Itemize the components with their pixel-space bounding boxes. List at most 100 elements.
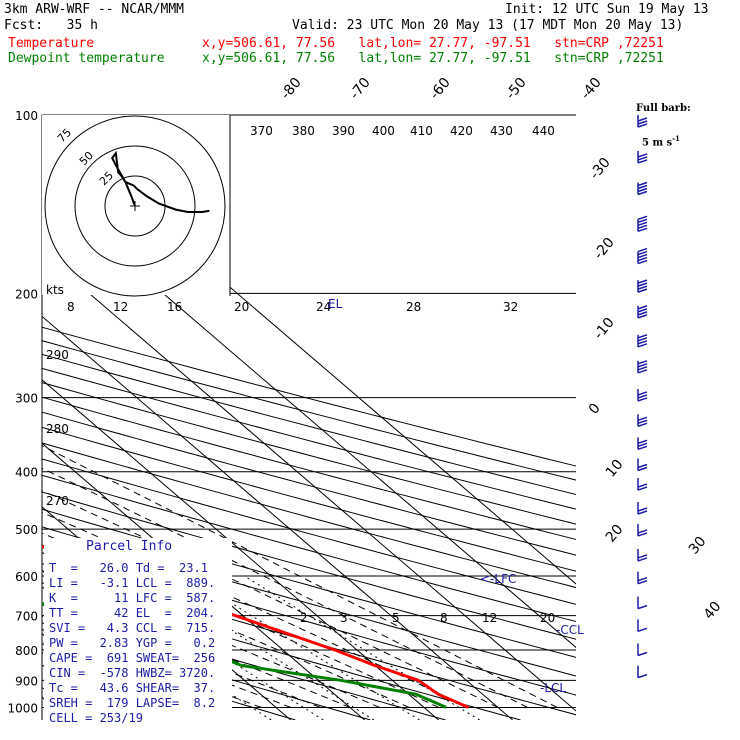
wind-barb <box>637 643 648 657</box>
pressure-tick-label: 800 <box>15 644 38 658</box>
wind-barb-flag <box>637 308 648 313</box>
wind-barb-flag <box>637 279 648 284</box>
pressure-tick-label: 900 <box>15 674 38 688</box>
wind-barb <box>637 458 648 472</box>
theta-label: 420 <box>450 124 473 138</box>
wind-barb-flag <box>637 439 648 445</box>
isotherm-label-right: 40 <box>701 599 725 623</box>
wind-barb-flag <box>637 285 648 290</box>
parcel-level-marker: -CCL <box>556 623 584 637</box>
wind-barb <box>637 247 648 265</box>
wind-barb-flag <box>637 247 648 253</box>
wind-barb-flag <box>637 366 648 371</box>
isotherm-label-top: -60 <box>427 75 454 103</box>
hodograph-tick-label: 8 <box>67 300 75 314</box>
hodograph-tick-label: 24 <box>316 300 331 314</box>
wind-barb-flag <box>637 529 648 534</box>
parcel-level-marker: <-LFC <box>480 572 516 586</box>
wind-barb <box>637 388 648 402</box>
wind-barb-flag <box>637 288 648 293</box>
dry-adiabat-line <box>42 582 521 720</box>
theta-left-label: 270 <box>46 494 69 508</box>
isotherm-label-right: 20 <box>603 522 627 546</box>
dewpoint-location-info: x,y=506.61, 77.56 lat,lon= 27.77, -97.51… <box>202 51 664 66</box>
wind-barb-flag <box>637 369 648 374</box>
parcel-info-row: Tc = 43.6 SHEAR= 37. <box>49 681 216 695</box>
wind-barb-flag <box>637 576 648 582</box>
wind-barb-flag <box>637 311 648 316</box>
temperature-location-info: x,y=506.61, 77.56 lat,lon= 27.77, -97.51… <box>202 36 664 51</box>
theta-label: 370 <box>250 124 273 138</box>
wind-barb-flag <box>637 224 648 230</box>
wind-barb-flag <box>637 340 648 345</box>
wind-barb-flag <box>637 153 648 158</box>
model-title: 3km ARW-WRF -- NCAR/MMM <box>4 2 185 17</box>
wind-barb-flag <box>637 442 648 448</box>
wind-barb-flag <box>637 250 648 256</box>
wind-barb-flag <box>637 256 648 262</box>
mixing-ratio-label: 8 <box>440 611 448 625</box>
wind-barb-flag <box>637 445 648 451</box>
wind-barb-flag <box>637 190 648 196</box>
hodograph-axis-label: kts <box>46 283 64 297</box>
hodograph-trace <box>111 150 210 213</box>
hodograph-tick-label: 28 <box>406 300 421 314</box>
dry-adiabat-line <box>42 601 446 720</box>
wind-barb <box>637 181 648 196</box>
wind-barb-flag <box>637 579 648 585</box>
mixing-ratio-label: 12 <box>482 611 497 625</box>
isotherm-label-top: -80 <box>278 75 305 103</box>
dry-adiabat-line <box>42 426 576 572</box>
temperature-legend-label: Temperature <box>8 36 95 51</box>
wind-barb-flag <box>637 253 648 259</box>
theta-label: 410 <box>410 124 433 138</box>
dry-adiabat-line <box>42 340 576 481</box>
theta-label: 440 <box>532 124 555 138</box>
wind-barb-flag <box>637 532 648 537</box>
parcel-info-row: LI = -3.1 LCL = 889. <box>49 576 216 590</box>
parcel-info-title: Parcel Info <box>86 539 173 554</box>
wind-barb <box>637 360 648 374</box>
wind-barb <box>637 115 648 128</box>
wind-barb-flag <box>637 156 648 161</box>
wind-barb <box>637 305 648 319</box>
wind-barb-flag <box>637 507 648 512</box>
wind-barb-flag <box>637 259 648 265</box>
pressure-tick-label: 500 <box>15 523 38 537</box>
wind-barb-flag <box>637 554 648 559</box>
wind-barb-flag <box>637 673 648 679</box>
dry-adiabat-line <box>42 353 576 495</box>
parcel-info-row: K = 11 LFC = 587. <box>49 591 216 605</box>
parcel-info-row: CELL = 253/19 <box>49 711 143 725</box>
hodograph-bg <box>42 115 230 295</box>
isotherm-label-right: 10 <box>603 457 627 481</box>
parcel-info-row: PW = 2.83 YGP = 0.2 <box>49 636 216 650</box>
wind-barb-flag <box>637 337 648 342</box>
wind-barb-flag <box>637 604 648 610</box>
wind-barb-flag <box>637 305 648 310</box>
wind-barb <box>637 478 648 491</box>
wind-barb-flag <box>637 627 648 633</box>
wind-barb-flag <box>637 282 648 287</box>
wind-barb <box>637 150 648 164</box>
forecast-hour: Fcst: 35 h <box>4 18 98 33</box>
parcel-info-row: TT = 42 EL = 204. <box>49 606 216 620</box>
parcel-info-row: CAPE = 691 SWEAT= 256 <box>49 651 216 665</box>
pressure-tick-label: 1000 <box>7 701 38 715</box>
hodograph-tick-label: 32 <box>503 300 518 314</box>
pressure-tick-label: 200 <box>15 287 38 301</box>
barb-legend-exponent: -1 <box>672 134 680 143</box>
wind-barbs <box>637 115 648 679</box>
wind-barb-flag <box>637 483 648 488</box>
wind-barb-flag <box>637 227 648 233</box>
dry-adiabat-line <box>42 442 576 589</box>
wind-barb-flag <box>637 120 648 125</box>
wind-barb-flag <box>637 334 648 339</box>
wind-barb-flag <box>637 419 648 424</box>
wind-barb-flag <box>637 187 648 193</box>
isotherm-line <box>42 252 576 712</box>
wind-barb <box>637 665 648 679</box>
valid-time: Valid: 23 UTC Mon 20 May 13 (17 MDT Mon … <box>292 18 684 33</box>
hodograph-tick-label: 16 <box>167 300 182 314</box>
